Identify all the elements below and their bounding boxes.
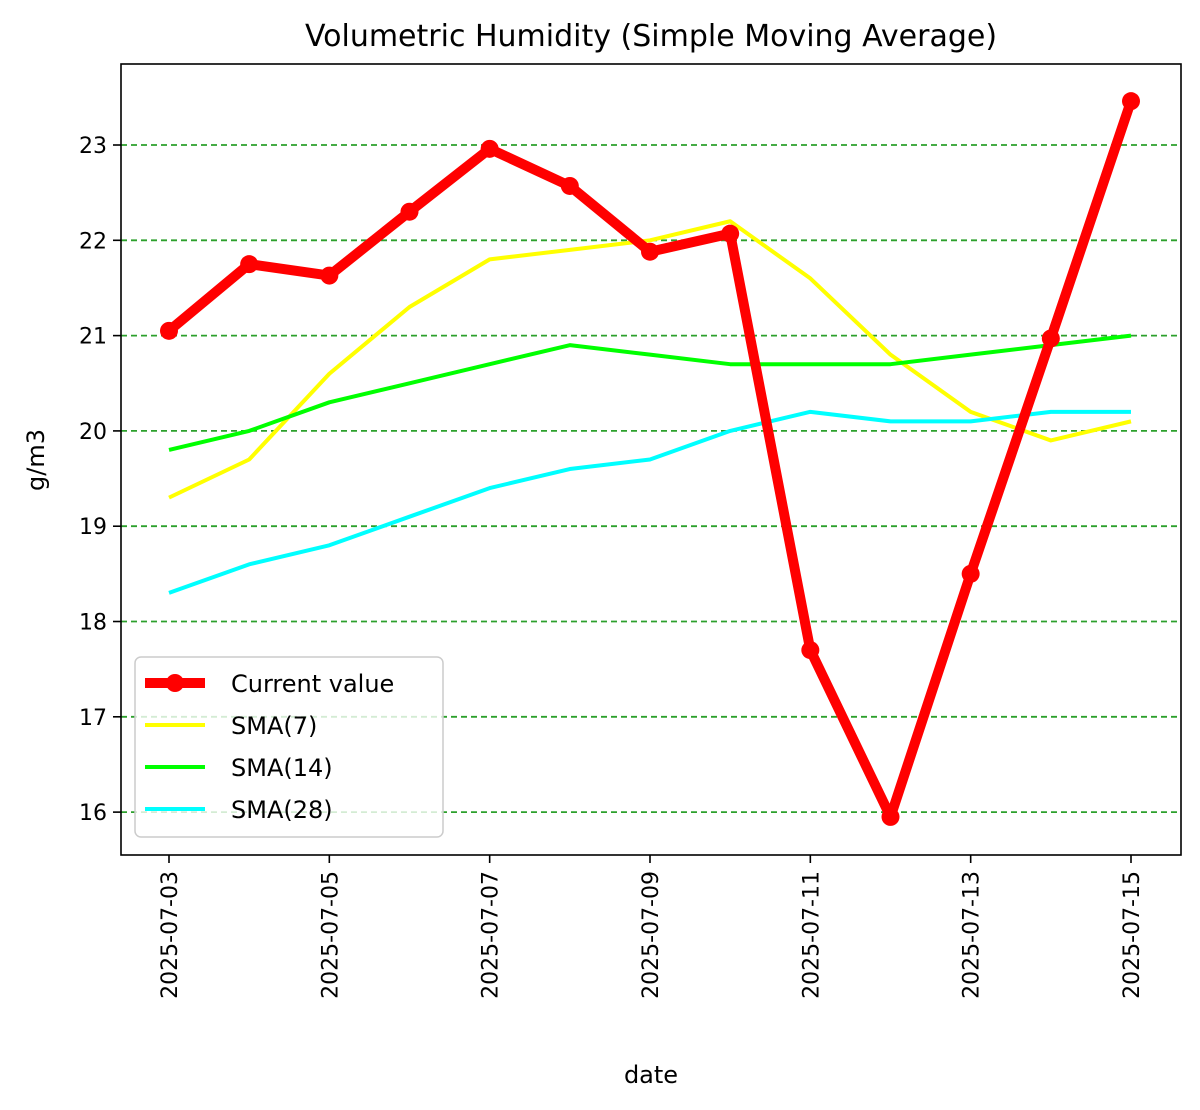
- x-axis-label: date: [624, 1061, 678, 1089]
- data-point: [721, 224, 740, 243]
- y-tick-label: 21: [79, 325, 107, 350]
- data-point: [641, 242, 659, 261]
- data-point: [560, 176, 579, 195]
- legend-label: Current value: [231, 670, 394, 698]
- data-point: [801, 641, 820, 660]
- data-point: [480, 139, 499, 158]
- chart-title: Volumetric Humidity (Simple Moving Avera…: [305, 19, 997, 54]
- legend-box: [134, 656, 444, 838]
- plot-frame: [120, 63, 1182, 856]
- data-point: [881, 807, 900, 826]
- y-tick-label: 22: [79, 229, 107, 254]
- data-point: [400, 202, 419, 221]
- x-tick-label: 2025-07-05: [318, 871, 343, 999]
- data-point: [961, 564, 980, 583]
- y-tick-label: 17: [79, 706, 107, 731]
- x-tick-label: 2025-07-13: [960, 871, 985, 999]
- grid-lines: [121, 144, 1181, 814]
- x-tick-label: 2025-07-11: [799, 871, 824, 999]
- y-tick-label: 18: [79, 611, 107, 636]
- y-tick-label: 19: [79, 515, 107, 540]
- y-tick-label: 23: [79, 134, 107, 159]
- x-tick-label: 2025-07-15: [1120, 871, 1145, 999]
- data-point: [1041, 329, 1060, 348]
- series-line: [168, 219, 1132, 500]
- legend-label: SMA(14): [231, 754, 333, 782]
- legend-marker: [166, 674, 184, 692]
- y-tick-label: 16: [79, 801, 107, 826]
- x-tick-label: 2025-07-09: [639, 871, 664, 999]
- legend: Current value SMA(7) SMA(14) SMA(28): [134, 656, 444, 838]
- series-line: [168, 333, 1132, 452]
- legend-label: SMA(7): [231, 712, 317, 740]
- x-tick-label: 2025-07-03: [158, 871, 183, 999]
- data-point: [240, 255, 259, 274]
- series-line: [168, 409, 1131, 595]
- data-point: [1122, 92, 1140, 111]
- x-axis-ticks: 2025-07-03 2025-07-05 2025-07-07 2025-07-09…: [158, 855, 1145, 999]
- y-axis-label: g/m3: [22, 429, 50, 491]
- data-point: [320, 266, 339, 285]
- y-axis-ticks: 16 17 18 19 20 21 22 23: [79, 134, 121, 826]
- legend-label: SMA(28): [231, 796, 333, 824]
- y-tick-label: 20: [79, 420, 107, 445]
- x-tick-label: 2025-07-07: [479, 871, 504, 999]
- data-point: [160, 321, 178, 340]
- series-group: [160, 92, 1140, 826]
